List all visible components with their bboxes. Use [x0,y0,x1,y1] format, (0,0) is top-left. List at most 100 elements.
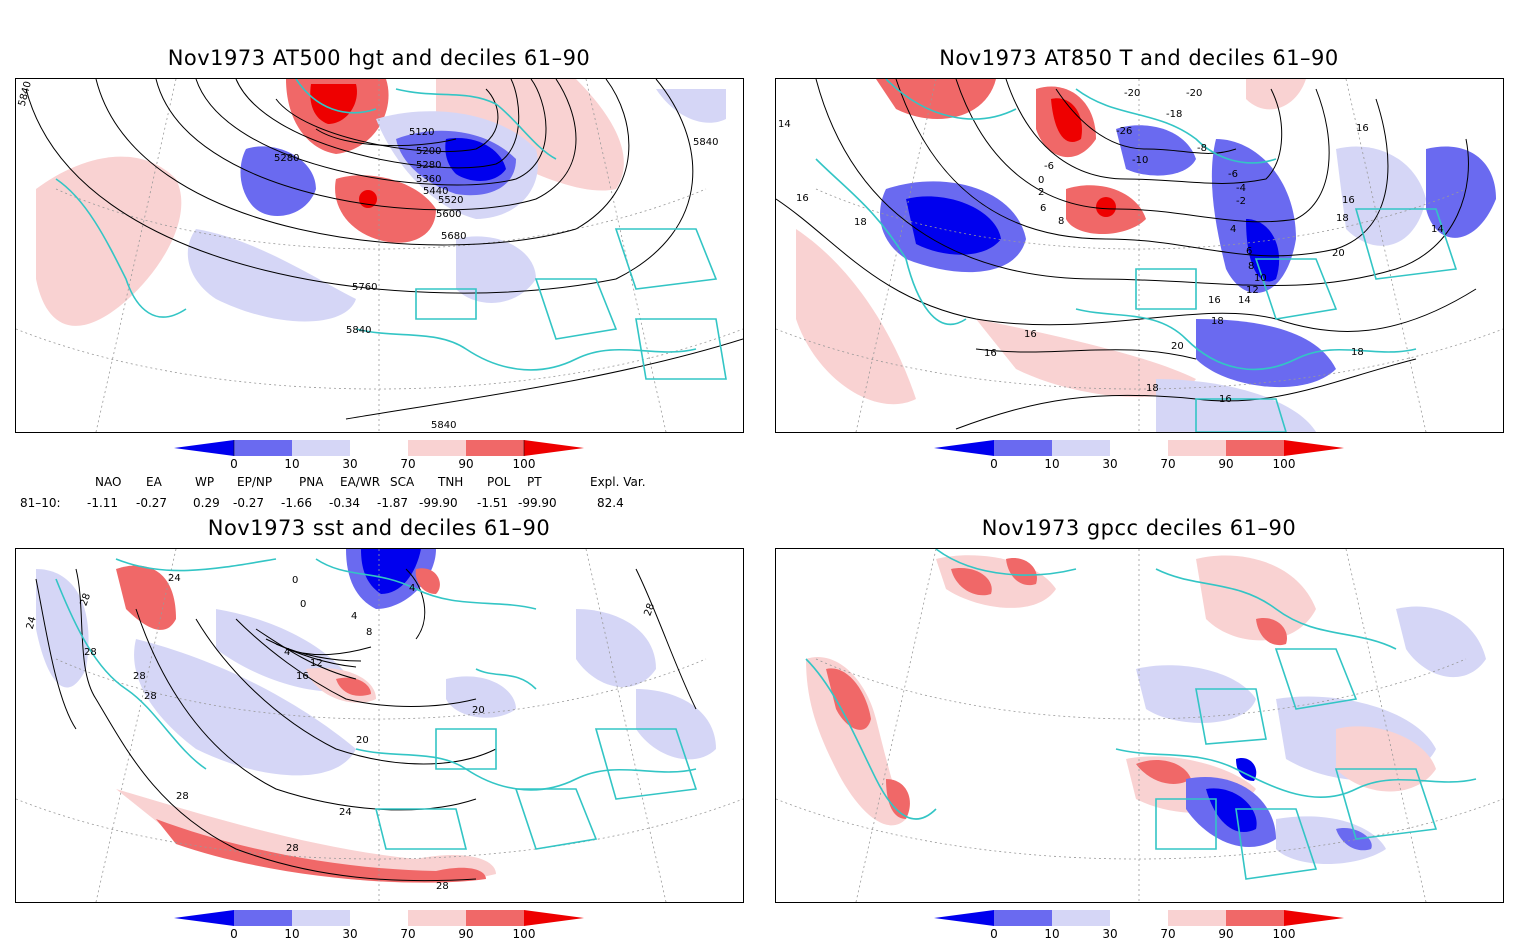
colorbar-label: 70 [1160,927,1176,941]
light-blue-area [636,689,716,760]
index-header: PT [527,475,542,489]
map-at500: 5840 5280 5120 5200 5280 5360 5440 5520 … [15,78,744,433]
colorbar-swatches [174,440,584,456]
light-red-area [36,156,182,326]
light-blue-area [134,639,356,776]
light-red-area [1246,79,1306,110]
light-blue-swatch [292,910,350,926]
contour-label: 6 [1040,203,1046,214]
contour-labels: 5840 5280 5120 5200 5280 5360 5440 5520 … [17,80,719,431]
index-row-label: 81–10: [20,496,61,510]
contour-label: 16 [1219,394,1232,405]
contour-label: 2 [1038,187,1044,198]
coastlines [55,79,727,380]
contour-label: 5280 [274,153,299,164]
contour-label: 8 [366,627,372,638]
contour-label: 28 [84,647,97,658]
mid-blue-area [1196,319,1336,388]
index-value: -0.34 [329,496,361,510]
contour-label: 16 [1024,329,1037,340]
contour-label: 5840 [693,137,718,148]
contour-label: 5360 [416,174,441,185]
contour-label: 28 [176,791,189,802]
index-value: -0.27 [233,496,265,510]
mid-blue-swatch [994,440,1052,456]
light-red-area [1196,555,1316,641]
contour-label: 24 [25,615,39,630]
anomaly-shading [796,79,1496,432]
contour-label: 4 [351,611,357,622]
contour-label: 5200 [416,146,441,157]
mid-blue-swatch [234,910,292,926]
contour-label: 5840 [431,420,456,431]
light-red-swatch [1168,440,1226,456]
colorbar-label: 70 [400,457,416,471]
map-at500-svg: 5840 5280 5120 5200 5280 5360 5440 5520 … [16,79,743,432]
contour-label: 5520 [438,195,463,206]
map-gpcc [775,548,1504,903]
colorbar-label: 30 [342,457,358,471]
map-at850-svg: 14 16 18 -20 -20 -26 -18 -10 -8 -6 -6 -4… [776,79,1503,432]
deep-red-swatch [1284,910,1344,926]
index-header: EA/WR [340,475,381,489]
mid-red-swatch [466,440,524,456]
mid-red-area [1256,618,1287,646]
colorbar-label: 100 [1272,927,1296,941]
contour-label: 14 [1431,224,1444,235]
mid-red-area [336,677,371,696]
light-red-area [796,229,916,405]
white-swatch [350,440,408,456]
colorbar-label: 100 [512,927,536,941]
colorbar-label: 100 [1272,457,1296,471]
mid-blue-area [1116,125,1196,176]
deep-red-swatch [1284,440,1344,456]
colorbar-label: 0 [230,457,238,471]
deep-red-area [310,84,357,124]
contour-label: 18 [854,217,867,228]
index-header: TNH [438,475,464,489]
colorbar-label: 10 [284,457,300,471]
index-value: -99.90 [518,496,557,510]
contour-label: 8 [1058,216,1064,227]
light-blue-area [1336,146,1426,246]
colorbar-label: 70 [1160,457,1176,471]
deep-blue-area [1236,758,1257,781]
colorbar-1: 0 10 30 70 90 100 [174,440,586,480]
colorbar-label: 90 [1218,457,1234,471]
graticule [776,549,1503,902]
white-swatch [350,910,408,926]
panel-title-gpcc: Nov1973 gpcc deciles 61–90 [981,516,1297,540]
contour-label: 5600 [436,209,461,220]
colorbar-2: 0 10 30 70 90 100 [934,440,1346,480]
colorbar-4: 0 10 30 70 90 100 [934,910,1346,950]
contour-label: 14 [778,119,791,130]
contour-label: 18 [1146,383,1159,394]
mid-red-swatch [466,910,524,926]
panel-title-at500: Nov1973 AT500 hgt and deciles 61–90 [167,46,591,70]
contour-label: 20 [356,735,369,746]
contour-label: 5760 [352,282,377,293]
light-blue-swatch [1052,440,1110,456]
colorbar-swatches [934,910,1344,926]
colorbar-label: 90 [1218,927,1234,941]
map-gpcc-svg [776,549,1503,902]
colorbar-label: 90 [458,927,474,941]
light-blue-area [1276,816,1386,864]
mid-blue-swatch [234,440,292,456]
contour-label: 16 [296,671,309,682]
index-header: EP/NP [237,475,273,489]
mid-red-area [156,819,486,883]
contour-label: 4 [1230,224,1236,235]
light-blue-area [446,676,516,718]
index-value: 82.4 [597,496,624,510]
contour-labels: 24 28 24 28 28 28 0 0 4 4 8 12 16 4 20 2… [25,573,657,892]
light-blue-area [1156,379,1316,432]
index-value: -99.90 [419,496,458,510]
index-header: NAO [95,475,122,489]
mid-red-swatch [1226,440,1284,456]
contour-label: 6 [1246,246,1252,257]
mid-blue-swatch [994,910,1052,926]
light-blue-area [187,229,356,322]
contour-label: -6 [1228,169,1238,180]
contour-label: 20 [472,705,485,716]
